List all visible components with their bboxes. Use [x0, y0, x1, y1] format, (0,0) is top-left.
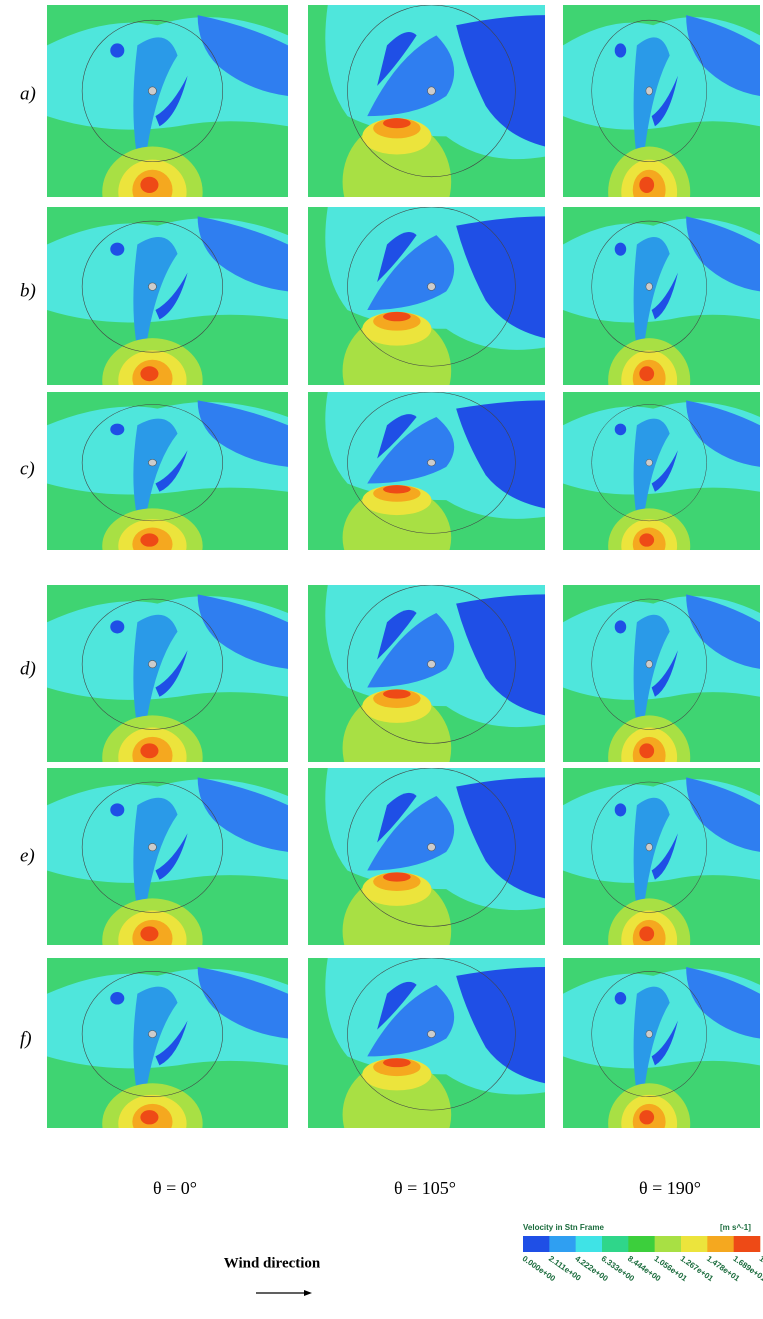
- contour-panel: [563, 768, 760, 945]
- row-label: b): [20, 280, 36, 301]
- row-label: c): [20, 458, 35, 479]
- colorbar-swatch: [654, 1236, 682, 1252]
- colorbar-title: Velocity in Stn Frame: [523, 1223, 604, 1232]
- contour-panel: [563, 392, 760, 550]
- colorbar-swatch: [707, 1236, 734, 1252]
- wind-direction-label: Wind direction: [224, 1255, 321, 1271]
- contour-panel: [308, 768, 545, 945]
- contour-panel: [563, 5, 760, 197]
- contour-panel: [308, 5, 545, 197]
- contour-panel: [47, 768, 288, 945]
- contour-panel: [47, 958, 288, 1128]
- colorbar-swatch: [681, 1236, 708, 1252]
- contour-panel: [563, 207, 760, 385]
- column-label: θ = 190°: [639, 1178, 701, 1198]
- contour-panel: [47, 585, 288, 762]
- colorbar-swatch: [733, 1236, 761, 1252]
- contour-panel: [308, 392, 545, 550]
- colorbar-swatch: [549, 1236, 576, 1252]
- row-label: f): [20, 1028, 32, 1049]
- wind-arrow-head: [304, 1290, 312, 1296]
- contour-panel: [563, 585, 760, 762]
- colorbar-unit: [m s^-1]: [720, 1223, 751, 1232]
- contour-panel: [47, 392, 288, 550]
- colorbar-swatch: [628, 1236, 655, 1252]
- contour-panel: [47, 5, 288, 197]
- contour-panel: [308, 958, 545, 1128]
- colorbar-swatch: [602, 1236, 629, 1252]
- row-label: d): [20, 658, 36, 679]
- row-label: a): [20, 83, 36, 104]
- row-label: e): [20, 845, 35, 866]
- column-label: θ = 0°: [153, 1178, 197, 1198]
- contour-panel: [563, 958, 760, 1128]
- contour-panel: [47, 207, 288, 385]
- column-label: θ = 105°: [394, 1178, 456, 1198]
- colorbar-swatch: [523, 1236, 550, 1252]
- colorbar-swatch: [575, 1236, 603, 1252]
